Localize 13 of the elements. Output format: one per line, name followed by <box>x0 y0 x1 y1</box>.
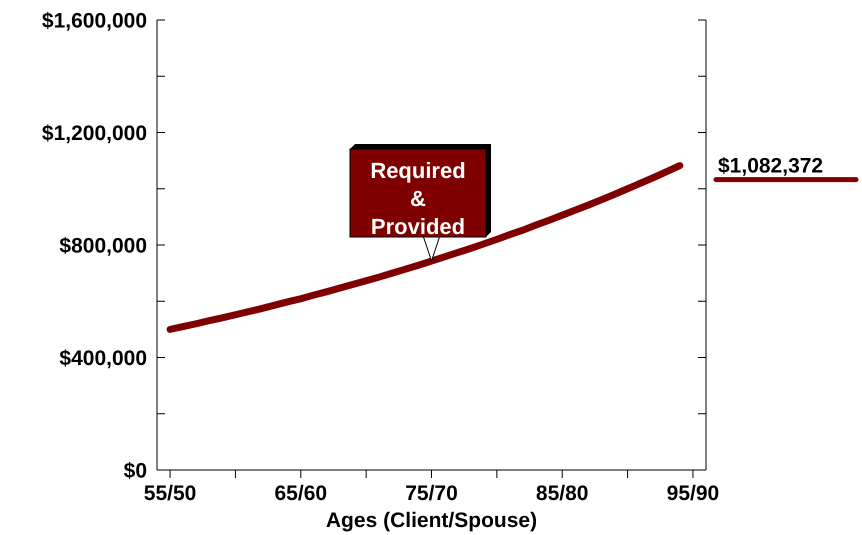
y-tick-label: $400,000 <box>59 346 147 370</box>
y-tick-label: $1,200,000 <box>42 122 147 145</box>
x-tick-label: 75/70 <box>405 482 458 505</box>
y-tick-label: $0 <box>124 459 147 482</box>
x-tick-label: 95/90 <box>666 482 720 505</box>
x-tick-label: 85/80 <box>536 482 588 505</box>
x-tick-label: 55/50 <box>144 482 196 505</box>
y-tick-label: $800,000 <box>59 234 147 258</box>
y-tick-label: $1,600,000 <box>42 9 147 32</box>
series-label: Required & Provided <box>370 158 466 239</box>
text: $1,082,372 <box>718 154 824 178</box>
x-tick-label: 65/60 <box>274 482 328 505</box>
x-axis-title: Ages (Client/Spouse) <box>326 509 538 532</box>
